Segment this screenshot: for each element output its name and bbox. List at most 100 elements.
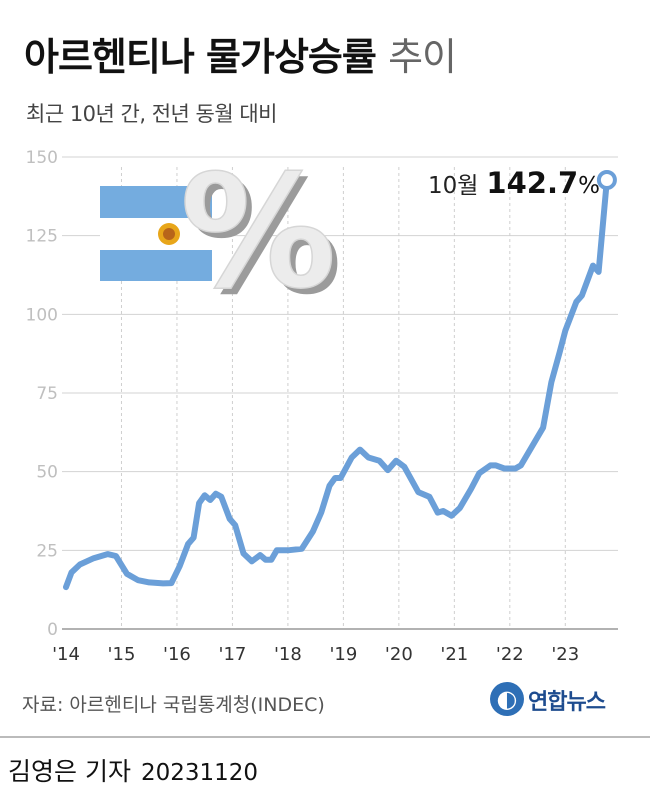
data-point [170, 582, 172, 584]
data-point [329, 485, 331, 487]
data-point [367, 457, 369, 459]
data-point [437, 512, 439, 514]
reporter-name: 김영은 기자 [8, 757, 131, 786]
source-note: 자료: 아르헨티나 국립통계청(INDEC) [22, 694, 325, 716]
data-point [598, 271, 600, 273]
data-point [359, 449, 361, 451]
data-point [243, 552, 245, 554]
sun-face [163, 228, 175, 240]
chart-subtitle: 최근 10년 간, 전년 동월 대비 [26, 102, 277, 126]
data-point [179, 565, 181, 567]
data-points [65, 179, 608, 588]
grid-lines [62, 156, 618, 630]
x-tick-label: '23 [551, 644, 579, 665]
data-point [340, 477, 342, 479]
data-point [137, 579, 139, 581]
data-point [209, 499, 211, 501]
data-point [575, 301, 577, 303]
data-point [107, 553, 109, 555]
data-point [428, 496, 430, 498]
x-tick-label: '15 [108, 644, 136, 665]
y-tick-label: 100 [26, 305, 58, 325]
data-point [387, 469, 389, 471]
data-point [115, 555, 117, 557]
x-tick-label: '17 [219, 644, 247, 665]
percent-icon: % % [179, 140, 342, 329]
annotation-unit: % [578, 173, 600, 199]
data-point [259, 554, 261, 556]
end-marker [596, 169, 617, 190]
logo-text: 연합뉴스 [528, 690, 606, 715]
argentina-flag-icon [100, 186, 212, 281]
data-point [489, 464, 491, 466]
data-point [559, 351, 561, 353]
svg-text:%: % [180, 141, 336, 323]
x-tick-label: '14 [52, 644, 80, 665]
data-point [495, 464, 497, 466]
x-tick-label: '20 [385, 644, 413, 665]
data-point [276, 549, 278, 551]
data-point [287, 549, 289, 551]
data-point [550, 381, 552, 383]
data-point [229, 518, 231, 520]
credit-line: 김영은 기자 20231120 [8, 752, 258, 788]
y-tick-label: 0 [47, 620, 58, 640]
y-tick-label: 75 [36, 384, 58, 404]
data-point [531, 445, 533, 447]
data-point [162, 582, 164, 584]
data-point [198, 502, 200, 504]
flag-stripe-bottom [100, 250, 212, 281]
data-point [417, 491, 419, 493]
data-point [395, 460, 397, 462]
data-point [215, 493, 217, 495]
data-point [93, 557, 95, 559]
data-point [451, 515, 453, 517]
data-point [442, 510, 444, 512]
data-point [503, 468, 505, 470]
y-tick-label: 125 [26, 227, 58, 247]
x-tick-label: '19 [329, 644, 357, 665]
flag-stripe-top [100, 186, 212, 218]
data-point [514, 468, 516, 470]
data-point [334, 477, 336, 479]
inflation-chart: 0 25 50 75 100 125 150 '14 '15 '16 '17 '18 '19 '20 '2… [26, 140, 618, 665]
data-point [592, 265, 594, 267]
data-point [126, 573, 128, 575]
data-point [403, 466, 405, 468]
publish-date: 20231120 [140, 760, 259, 786]
data-point [459, 507, 461, 509]
data-point [542, 427, 544, 429]
annotation-month: 10월 [428, 173, 478, 199]
svg-text:%: % [186, 147, 342, 329]
y-axis-ticks: 0 25 50 75 100 125 150 [26, 148, 58, 640]
data-point [265, 559, 267, 561]
value-annotation: 10월 142.7% [428, 166, 600, 200]
data-point [220, 496, 222, 498]
flag-stripe-middle [100, 218, 212, 250]
data-point [65, 586, 67, 588]
title-main: 아르헨티나 물가상승률 [24, 35, 377, 79]
data-point [320, 512, 322, 514]
data-point [478, 472, 480, 474]
yonhap-logo-icon: ◐ [490, 682, 524, 716]
x-tick-label: '21 [440, 644, 468, 665]
data-point [251, 560, 253, 562]
data-point [234, 524, 236, 526]
data-point [581, 294, 583, 296]
data-point [187, 543, 189, 545]
data-point [312, 530, 314, 532]
data-point [564, 330, 566, 332]
yonhap-logo: ◐ 연합뉴스 [490, 682, 630, 718]
data-point [148, 581, 150, 583]
data-point [79, 563, 81, 565]
data-point [71, 571, 73, 573]
data-point [301, 548, 303, 550]
x-axis-ticks: '14 '15 '16 '17 '18 '19 '20 '21 '22 '23 [52, 167, 579, 665]
data-point [270, 559, 272, 561]
data-point [351, 457, 353, 459]
y-tick-label: 25 [36, 541, 58, 561]
annotation-value: 142.7 [486, 166, 578, 200]
x-tick-label: '16 [163, 644, 191, 665]
x-tick-label: '18 [274, 644, 302, 665]
data-point [193, 537, 195, 539]
